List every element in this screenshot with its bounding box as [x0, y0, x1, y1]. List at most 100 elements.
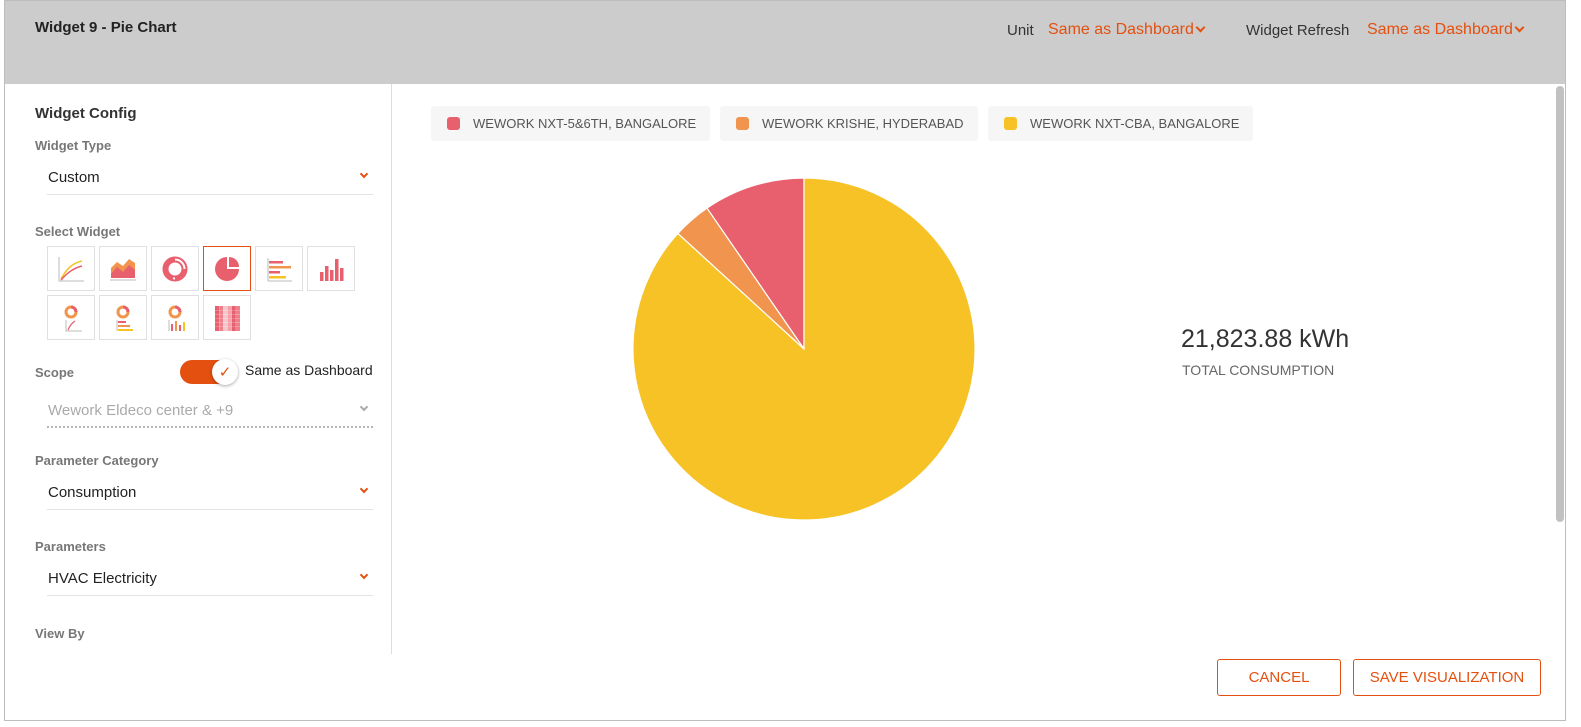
widget-config-panel: Widget Config Widget Type Custom Select …	[5, 84, 392, 654]
scope-select: Wework Eldeco center & +9	[47, 394, 373, 428]
heatmap-cell	[231, 313, 236, 318]
heatmap-cell	[223, 318, 228, 323]
cancel-button[interactable]: CANCEL	[1217, 659, 1341, 696]
heatmap-cell	[215, 309, 219, 314]
modal-header: Widget 9 - Pie Chart Unit Same as Dashbo…	[5, 1, 1565, 84]
heatmap-cell	[227, 322, 232, 327]
vertical-bar-chart-icon	[320, 258, 344, 281]
heatmap-cell	[227, 305, 232, 310]
chevron-down-icon	[359, 570, 369, 580]
heatmap-cell	[227, 326, 232, 331]
heatmap-cell	[236, 313, 240, 318]
parameter-category-value: Consumption	[48, 484, 137, 501]
save-visualization-button[interactable]: SAVE VISUALIZATION	[1353, 659, 1541, 696]
heatmap-cell	[219, 322, 224, 327]
legend-item[interactable]: WEWORK NXT-CBA, BANGALORE	[988, 106, 1253, 141]
widget-refresh-dropdown[interactable]: Same as Dashboard	[1367, 21, 1513, 38]
heatmap-cell	[223, 305, 228, 310]
heatmap-cell	[219, 309, 224, 314]
pie-chart-widget-button[interactable]	[203, 246, 251, 291]
refresh-chevron-down-icon[interactable]	[1514, 22, 1525, 33]
heatmap-cell	[227, 318, 232, 323]
area-chart-icon	[110, 258, 136, 280]
legend-label: WEWORK KRISHE, HYDERABAD	[762, 116, 964, 131]
heatmap-cell	[215, 313, 219, 318]
heatmap-cell	[236, 322, 240, 327]
horizontal-bar-widget-button[interactable]	[255, 246, 303, 291]
heatmap-widget-button[interactable]	[203, 295, 251, 340]
heatmap-cell	[236, 309, 240, 314]
total-consumption-label: TOTAL CONSUMPTION	[1182, 362, 1335, 378]
heatmap-cell	[236, 318, 240, 323]
view-by-label: View By	[35, 626, 85, 641]
pie-slice[interactable]	[706, 177, 805, 351]
parameter-category-label: Parameter Category	[35, 453, 159, 468]
chart-preview-panel: WEWORK NXT-5&6TH, BANGALORE WEWORK KRISH…	[393, 84, 1553, 720]
horizontal-bar-chart-icon	[267, 257, 292, 281]
heatmap-cell	[231, 305, 236, 310]
heatmap-cell	[219, 305, 224, 310]
legend-item[interactable]: WEWORK KRISHE, HYDERABAD	[720, 106, 978, 141]
widget-config-modal: Widget 9 - Pie Chart Unit Same as Dashbo…	[4, 0, 1566, 721]
parameter-category-select[interactable]: Consumption	[47, 476, 373, 510]
check-icon: ✓	[212, 359, 238, 385]
scope-toggle-label: Same as Dashboard	[245, 362, 373, 378]
heatmap-cell	[219, 318, 224, 323]
heatmap-cell	[215, 326, 219, 331]
scrollbar[interactable]	[1556, 86, 1564, 522]
heatmap-cell	[219, 326, 224, 331]
widget-config-title: Widget Config	[35, 105, 137, 122]
heatmap-cell	[215, 322, 219, 327]
area-chart-widget-button[interactable]	[99, 246, 147, 291]
chevron-down-icon	[359, 169, 369, 179]
donut-chart-icon	[162, 256, 188, 281]
heatmap-cell	[215, 305, 219, 310]
unit-chevron-down-icon[interactable]	[1195, 22, 1206, 33]
scope-value: Wework Eldeco center & +9	[48, 402, 234, 419]
pie-slice[interactable]	[632, 177, 976, 521]
line-chart-widget-button[interactable]	[47, 246, 95, 291]
legend-label: WEWORK NXT-5&6TH, BANGALORE	[473, 116, 697, 131]
select-widget-label: Select Widget	[35, 224, 121, 239]
heatmap-cell	[236, 326, 240, 331]
heatmap-cell	[223, 326, 228, 331]
modal-title: Widget 9 - Pie Chart	[35, 19, 177, 36]
heatmap-cell	[223, 309, 228, 314]
widget-type-label: Widget Type	[35, 138, 112, 153]
heatmap-cell	[223, 313, 228, 318]
legend-swatch	[736, 117, 749, 130]
donut-horizontal-bar-icon	[116, 305, 133, 331]
legend-swatch	[1004, 117, 1017, 130]
widget-type-select[interactable]: Custom	[47, 161, 373, 195]
parameters-label: Parameters	[35, 539, 106, 554]
donut-bar-widget-button[interactable]	[151, 295, 199, 340]
donut-line-widget-button[interactable]	[47, 295, 95, 340]
donut-line-icon	[64, 305, 82, 331]
scope-toggle[interactable]: ✓	[180, 359, 240, 385]
parameters-select[interactable]: HVAC Electricity	[47, 562, 373, 596]
heatmap-cell	[231, 318, 236, 323]
unit-label: Unit	[1007, 22, 1034, 39]
scope-label: Scope	[35, 365, 75, 380]
heatmap-cell	[219, 313, 224, 318]
heatmap-cell	[236, 305, 240, 310]
unit-dropdown[interactable]: Same as Dashboard	[1048, 21, 1194, 38]
line-chart-icon	[58, 256, 84, 281]
legend-swatch	[447, 117, 460, 130]
heatmap-cell	[215, 318, 219, 323]
donut-horizontal-bar-widget-button[interactable]	[99, 295, 147, 340]
widget-type-value: Custom	[48, 169, 100, 186]
donut-bar-icon	[168, 305, 185, 331]
vertical-bar-widget-button[interactable]	[307, 246, 355, 291]
pie-chart	[632, 177, 976, 521]
donut-chart-widget-button[interactable]	[151, 246, 199, 291]
parameters-value: HVAC Electricity	[48, 570, 157, 587]
total-consumption-value: 21,823.88 kWh	[1181, 325, 1350, 353]
heatmap-cell	[231, 322, 236, 327]
heatmap-icon	[215, 305, 240, 331]
heatmap-cell	[227, 309, 232, 314]
widget-refresh-label: Widget Refresh	[1246, 22, 1350, 39]
legend-item[interactable]: WEWORK NXT-5&6TH, BANGALORE	[431, 106, 710, 141]
pie-chart-icon	[215, 256, 239, 281]
heatmap-cell	[223, 322, 228, 327]
